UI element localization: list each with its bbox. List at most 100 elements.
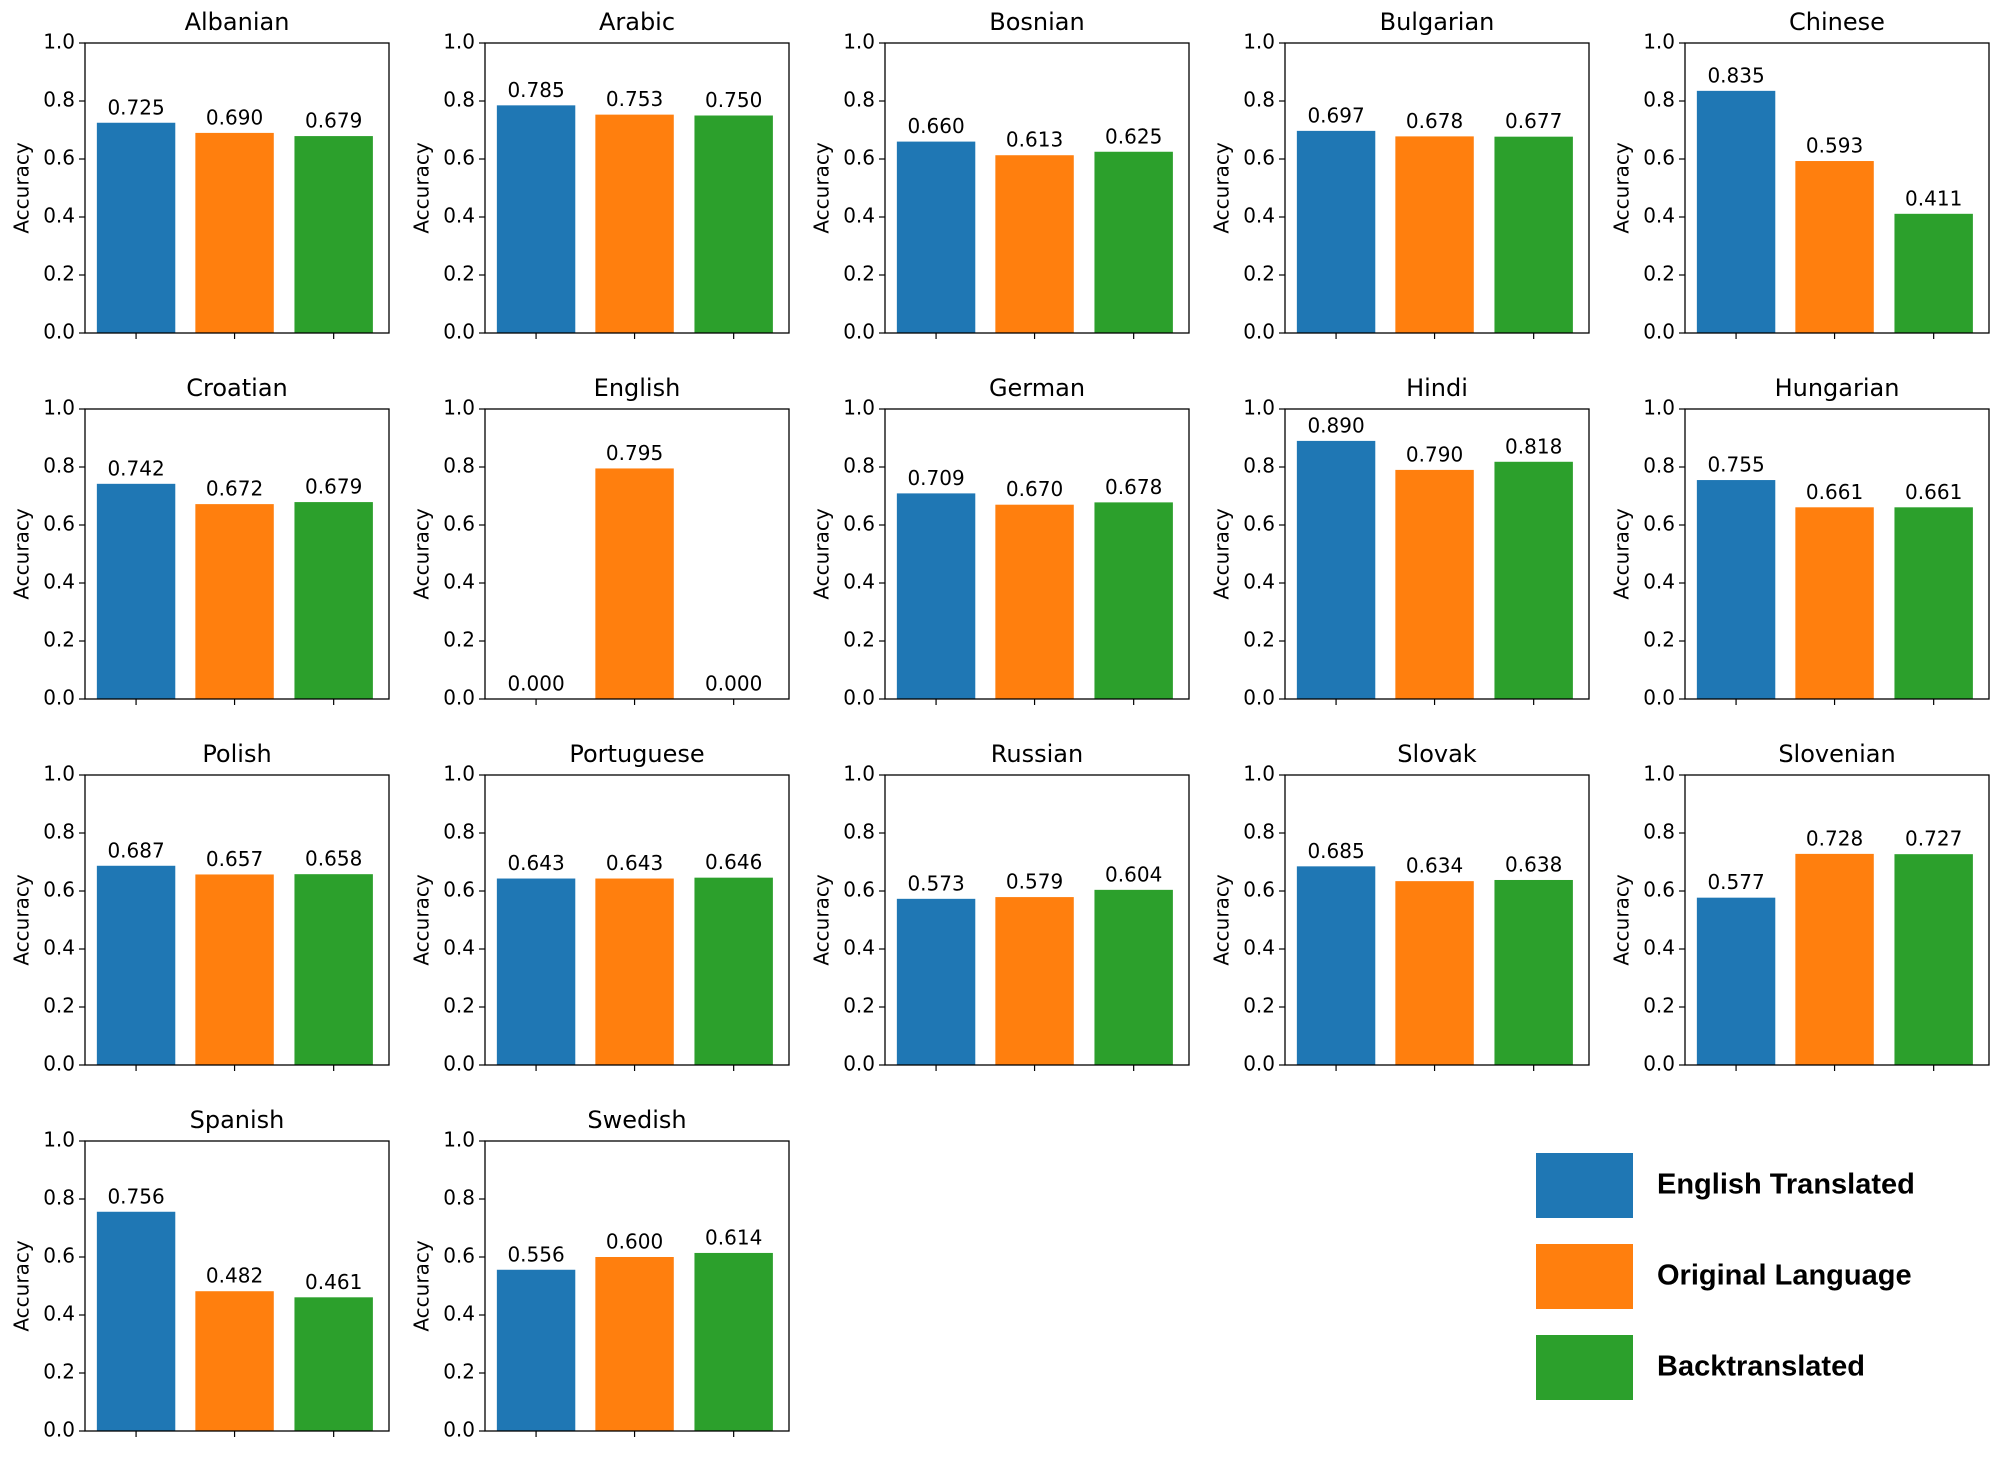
bar (195, 874, 274, 1065)
bar (294, 502, 373, 699)
bar (1696, 90, 1776, 333)
bar (1894, 507, 1973, 699)
y-tick-label: 0.8 (1243, 454, 1275, 478)
axes-frame (84, 42, 390, 334)
y-tick-label: 0.2 (43, 628, 75, 652)
y-tick-label: 0.6 (43, 1244, 75, 1268)
y-tick-label: 0.6 (843, 878, 875, 902)
y-tick-label: 0.6 (1643, 146, 1675, 170)
value-label: 0.638 (1505, 852, 1562, 876)
y-tick-label: 1.0 (1243, 396, 1275, 420)
axes-frame (884, 42, 1190, 334)
bar (496, 105, 576, 333)
y-tick-label: 0.4 (443, 204, 475, 228)
value-label: 0.670 (1006, 477, 1063, 501)
value-label: 0.785 (507, 78, 564, 102)
y-tick-label: 0.8 (1643, 820, 1675, 844)
axes-frame (1284, 408, 1590, 700)
axes-frame (884, 774, 1190, 1066)
value-label: 0.604 (1105, 862, 1162, 886)
y-axis-label: Accuracy (1210, 142, 1234, 233)
value-label: 0.661 (1806, 480, 1863, 504)
value-label: 0.679 (305, 109, 362, 133)
bar (595, 1257, 674, 1431)
y-tick-label: 0.2 (1243, 994, 1275, 1018)
y-tick-label: 0.6 (1243, 512, 1275, 536)
y-tick-label: 0.0 (43, 1052, 75, 1076)
y-tick-label: 1.0 (843, 30, 875, 54)
bar (96, 865, 176, 1065)
bar (496, 878, 576, 1065)
y-tick-label: 0.2 (1243, 628, 1275, 652)
y-tick-label: 0.4 (843, 570, 875, 594)
y-tick-label: 0.8 (843, 88, 875, 112)
y-tick-label: 0.4 (43, 1302, 75, 1326)
value-label: 0.658 (305, 847, 362, 871)
axes-frame (1284, 42, 1590, 334)
bar (96, 483, 176, 699)
subplot-title: Spanish (190, 1106, 285, 1134)
legend-label: English Translated (1657, 1169, 1915, 1201)
value-label: 0.679 (305, 475, 362, 499)
bar (1395, 881, 1474, 1065)
value-label: 0.678 (1105, 475, 1162, 499)
y-tick-label: 0.0 (1243, 1052, 1275, 1076)
y-axis-label: Accuracy (1610, 142, 1634, 233)
value-label: 0.646 (705, 850, 762, 874)
y-tick-label: 0.6 (1643, 878, 1675, 902)
axes-frame (1284, 774, 1590, 1066)
value-label: 0.411 (1905, 186, 1962, 210)
value-label: 0.890 (1307, 413, 1364, 437)
bar (694, 1252, 773, 1431)
y-tick-label: 1.0 (1643, 30, 1675, 54)
legend-label: Backtranslated (1657, 1351, 1865, 1383)
bar (595, 878, 674, 1065)
y-tick-label: 0.4 (1243, 936, 1275, 960)
y-tick-label: 0.4 (443, 1302, 475, 1326)
y-tick-label: 1.0 (443, 396, 475, 420)
bar (995, 155, 1074, 333)
y-tick-label: 0.2 (1643, 628, 1675, 652)
y-tick-label: 0.0 (443, 1418, 475, 1442)
y-axis-label: Accuracy (1210, 508, 1234, 599)
y-tick-label: 0.0 (43, 320, 75, 344)
value-label: 0.000 (507, 672, 564, 696)
bar (294, 1297, 373, 1431)
y-tick-label: 0.2 (843, 262, 875, 286)
value-label: 0.000 (705, 672, 762, 696)
y-tick-label: 0.6 (843, 146, 875, 170)
value-label: 0.657 (206, 847, 263, 871)
bar (1795, 161, 1874, 333)
y-tick-label: 0.2 (43, 1360, 75, 1384)
subplot-title: Slovak (1397, 740, 1476, 768)
value-label: 0.678 (1406, 109, 1463, 133)
y-tick-label: 0.6 (1643, 512, 1675, 536)
y-tick-label: 0.0 (43, 686, 75, 710)
bar (1094, 502, 1173, 699)
value-label: 0.677 (1505, 109, 1562, 133)
value-label: 0.643 (507, 851, 564, 875)
y-axis-label: Accuracy (1610, 874, 1634, 965)
subplot-title: Russian (991, 740, 1083, 768)
y-axis-label: Accuracy (1210, 874, 1234, 965)
value-label: 0.634 (1406, 854, 1463, 878)
value-label: 0.818 (1505, 434, 1562, 458)
axes-frame (484, 774, 790, 1066)
y-tick-label: 1.0 (43, 30, 75, 54)
y-tick-label: 1.0 (443, 1128, 475, 1152)
y-tick-label: 0.8 (1243, 88, 1275, 112)
y-tick-label: 0.2 (443, 628, 475, 652)
y-tick-label: 0.4 (43, 936, 75, 960)
bar (1795, 853, 1874, 1065)
value-label: 0.709 (907, 466, 964, 490)
value-label: 0.728 (1806, 826, 1863, 850)
y-tick-label: 0.2 (1643, 262, 1675, 286)
value-label: 0.755 (1707, 453, 1764, 477)
value-label: 0.790 (1406, 442, 1463, 466)
y-tick-label: 0.6 (43, 878, 75, 902)
y-tick-label: 0.6 (443, 878, 475, 902)
y-tick-label: 0.4 (1243, 204, 1275, 228)
bar (1296, 130, 1376, 333)
value-label: 0.750 (705, 88, 762, 112)
